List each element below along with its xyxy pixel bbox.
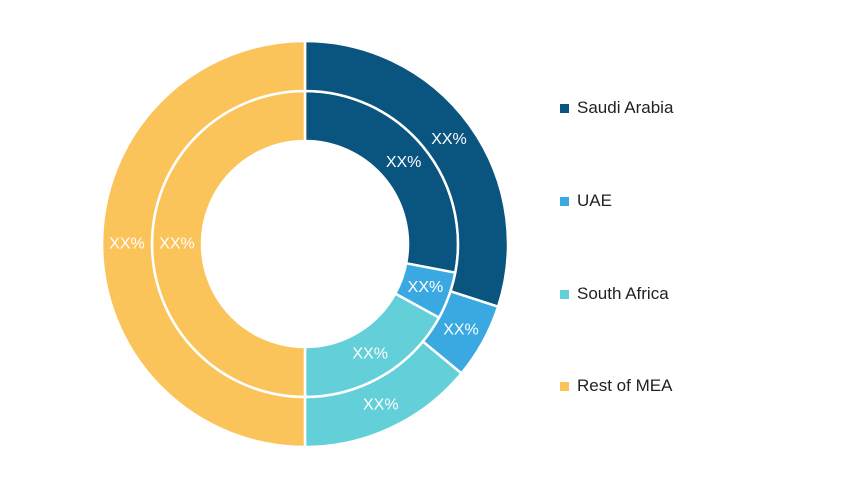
inner-ring-data-label-saudi-arabia: XX% [386,154,422,171]
chart-legend: Saudi Arabia UAE South Africa Rest of MEA [560,0,840,488]
inner-ring-data-label-uae: XX% [408,279,444,296]
inner-ring-data-label-south-africa: XX% [352,346,388,363]
legend-swatch [560,381,569,391]
legend-swatch [560,196,569,206]
legend-swatch [560,103,569,113]
legend-item-south-africa: South Africa [560,282,669,306]
legend-label: UAE [577,191,612,210]
outer-ring-slice-rest-of-mea [100,39,307,449]
legend-item-rest-of-mea: Rest of MEA [560,374,672,398]
outer-ring-data-label-rest-of-mea: XX% [109,236,145,253]
legend-label: South Africa [577,284,669,303]
outer-ring-data-label-uae: XX% [443,321,479,338]
outer-ring-data-label-south-africa: XX% [363,397,399,414]
legend-label: Rest of MEA [577,376,673,395]
legend-swatch [560,289,569,299]
inner-ring-data-label-rest-of-mea: XX% [159,236,195,253]
double-donut-chart: XX% XX% XX% XX% XX% XX% XX% XX% [100,39,510,449]
legend-item-saudi-arabia: Saudi Arabia [560,96,673,120]
legend-label: Saudi Arabia [577,98,674,117]
legend-item-uae: UAE [560,189,612,213]
outer-ring-data-label-saudi-arabia: XX% [431,131,467,148]
outer-ring-slice-saudi-arabia [303,39,510,308]
